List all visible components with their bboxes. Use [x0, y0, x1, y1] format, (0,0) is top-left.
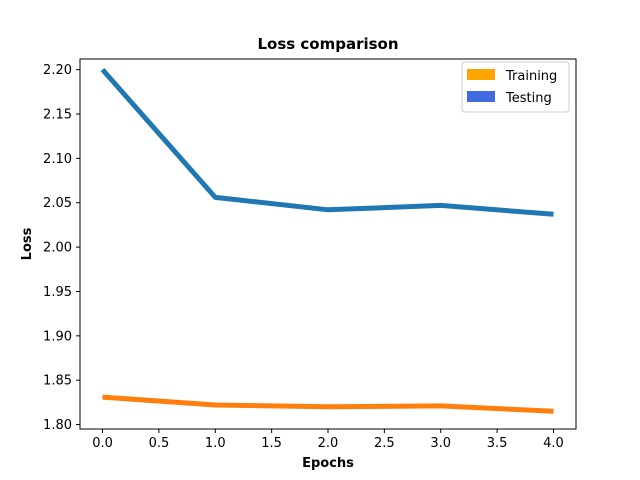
legend-swatch-testing	[467, 91, 495, 102]
y-tick-label: 1.95	[43, 285, 72, 300]
legend-label-training: Training	[505, 69, 557, 84]
y-tick-label: 1.90	[43, 329, 72, 344]
y-tick-label: 2.20	[43, 63, 72, 78]
x-tick-label: 3.0	[430, 436, 451, 451]
y-tick-label: 2.00	[43, 241, 72, 256]
x-axis-title: Epochs	[302, 456, 354, 471]
x-tick-label: 0.0	[92, 436, 113, 451]
legend: Training Testing	[461, 61, 570, 113]
x-tick-label: 2.0	[318, 436, 339, 451]
y-tick-label: 1.80	[43, 418, 72, 433]
y-tick-label: 2.10	[43, 152, 72, 167]
x-tick-label: 4.0	[543, 436, 564, 451]
series-line-1	[100, 67, 554, 217]
x-tick-label: 3.5	[487, 436, 508, 451]
plot-area: 0.0 0.5 1.0 1.5 2.0 2.5 3.0 3.5 4.0 1.80 1.85 1.90 1…	[43, 58, 577, 451]
x-tick-label: 2.5	[374, 436, 395, 451]
y-tick-label: 1.85	[43, 374, 72, 389]
chart-title: Loss comparison	[257, 35, 398, 53]
legend-swatch-training	[467, 69, 495, 80]
y-tick-label: 2.05	[43, 196, 72, 211]
y-tick-label: 2.15	[43, 108, 72, 123]
y-axis-title: Loss	[20, 227, 35, 260]
x-tick-label: 0.5	[149, 436, 170, 451]
series-line-2	[102, 394, 554, 414]
x-tick-label: 1.0	[205, 436, 226, 451]
legend-label-testing: Testing	[505, 91, 552, 106]
x-tick-label: 1.5	[261, 436, 282, 451]
